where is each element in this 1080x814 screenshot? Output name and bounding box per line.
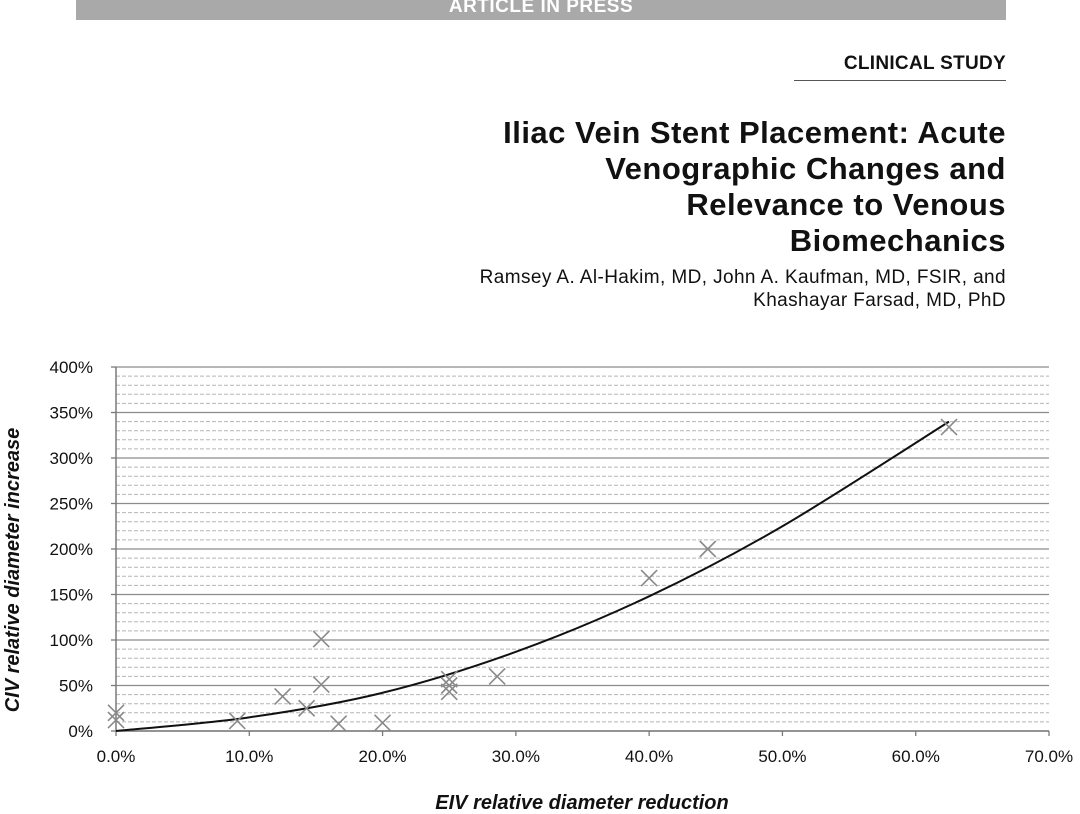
y-tick-label: 400% [50,358,93,377]
data-point [374,714,392,732]
y-tick-label: 100% [50,631,93,650]
banner-text: ARTICLE IN PRESS [448,0,634,17]
marker-stroke [228,712,246,730]
tick-label-layer: 0% 50% 100% 150% 200% 250% 300% 350% 400% 0.0% 10.… [50,358,1074,766]
marker-stroke [107,704,125,722]
marker-stroke [940,418,958,436]
title-line: Relevance to Venous [686,187,1006,222]
data-point [440,676,458,695]
marker-stroke [312,676,330,694]
data-point [107,704,125,722]
section-label: CLINICAL STUDY [843,53,1006,74]
x-axis-label: EIV relative diameter reduction [435,792,728,814]
article-in-press-banner: ARTICLE IN PRESS [76,0,1006,20]
x-tick-label: 70.0% [1025,747,1073,766]
x-tick-label: 10.0% [225,747,273,766]
grid-layer [116,366,1049,732]
data-point [312,676,330,694]
y-tick-label: 0% [68,722,93,741]
trendline-layer [115,420,950,732]
article-title: Iliac Vein Stent Placement: Acute Venogr… [306,115,1006,259]
x-tick-label: 40.0% [625,747,673,766]
data-point [440,670,458,688]
x-tick-label: 20.0% [358,747,406,766]
marker-stroke [640,569,658,587]
y-tick-label: 300% [50,449,93,468]
marker-stroke [298,699,316,717]
author-list: Ramsey A. Al-Hakim, MD, John A. Kaufman,… [206,266,1006,312]
data-point [488,667,506,685]
data-point [274,687,292,705]
marker-stroke [107,711,125,729]
marker-stroke [274,687,292,705]
marker-stroke [699,540,717,558]
data-point [228,712,246,730]
data-point [312,630,330,648]
scatter-chart: 0% 50% 100% 150% 200% 250% 300% 350% 400% 0.0% 10.… [2,358,1074,814]
marker-stroke [440,683,458,701]
y-tick-label: 150% [50,586,93,605]
y-tick-label: 350% [50,404,93,423]
x-tick-label: 30.0% [492,747,540,766]
marker-stroke [488,667,506,685]
title-line: Biomechanics [789,223,1006,258]
y-tick-label: 250% [50,495,93,514]
x-tick-label: 0.0% [97,747,136,766]
marker-stroke [330,715,348,733]
y-tick-label: 50% [59,677,93,696]
x-tick-label: 60.0% [892,747,940,766]
author-line: Ramsey A. Al-Hakim, MD, John A. Kaufman,… [479,267,1006,288]
title-line: Venographic Changes and [605,151,1006,186]
data-point [298,699,316,717]
trendline [115,420,950,732]
data-point [107,711,125,729]
marker-stroke [440,676,458,695]
y-axis-label: CIV relative diameter increase [2,428,24,713]
marker-stroke [312,630,330,648]
x-tick-label: 50.0% [758,747,806,766]
marker-stroke [374,714,392,732]
data-point [440,683,458,701]
marker-stroke [440,670,458,688]
title-line: Iliac Vein Stent Placement: Acute [503,115,1006,150]
data-point [940,418,958,436]
data-point [640,569,658,587]
axis-layer [111,366,1050,736]
y-tick-label: 200% [50,540,93,559]
author-line: Khashayar Farsad, MD, PhD [753,290,1006,311]
data-point [699,540,717,558]
points-layer [107,418,958,733]
data-point [330,715,348,733]
section-divider [794,80,1006,81]
